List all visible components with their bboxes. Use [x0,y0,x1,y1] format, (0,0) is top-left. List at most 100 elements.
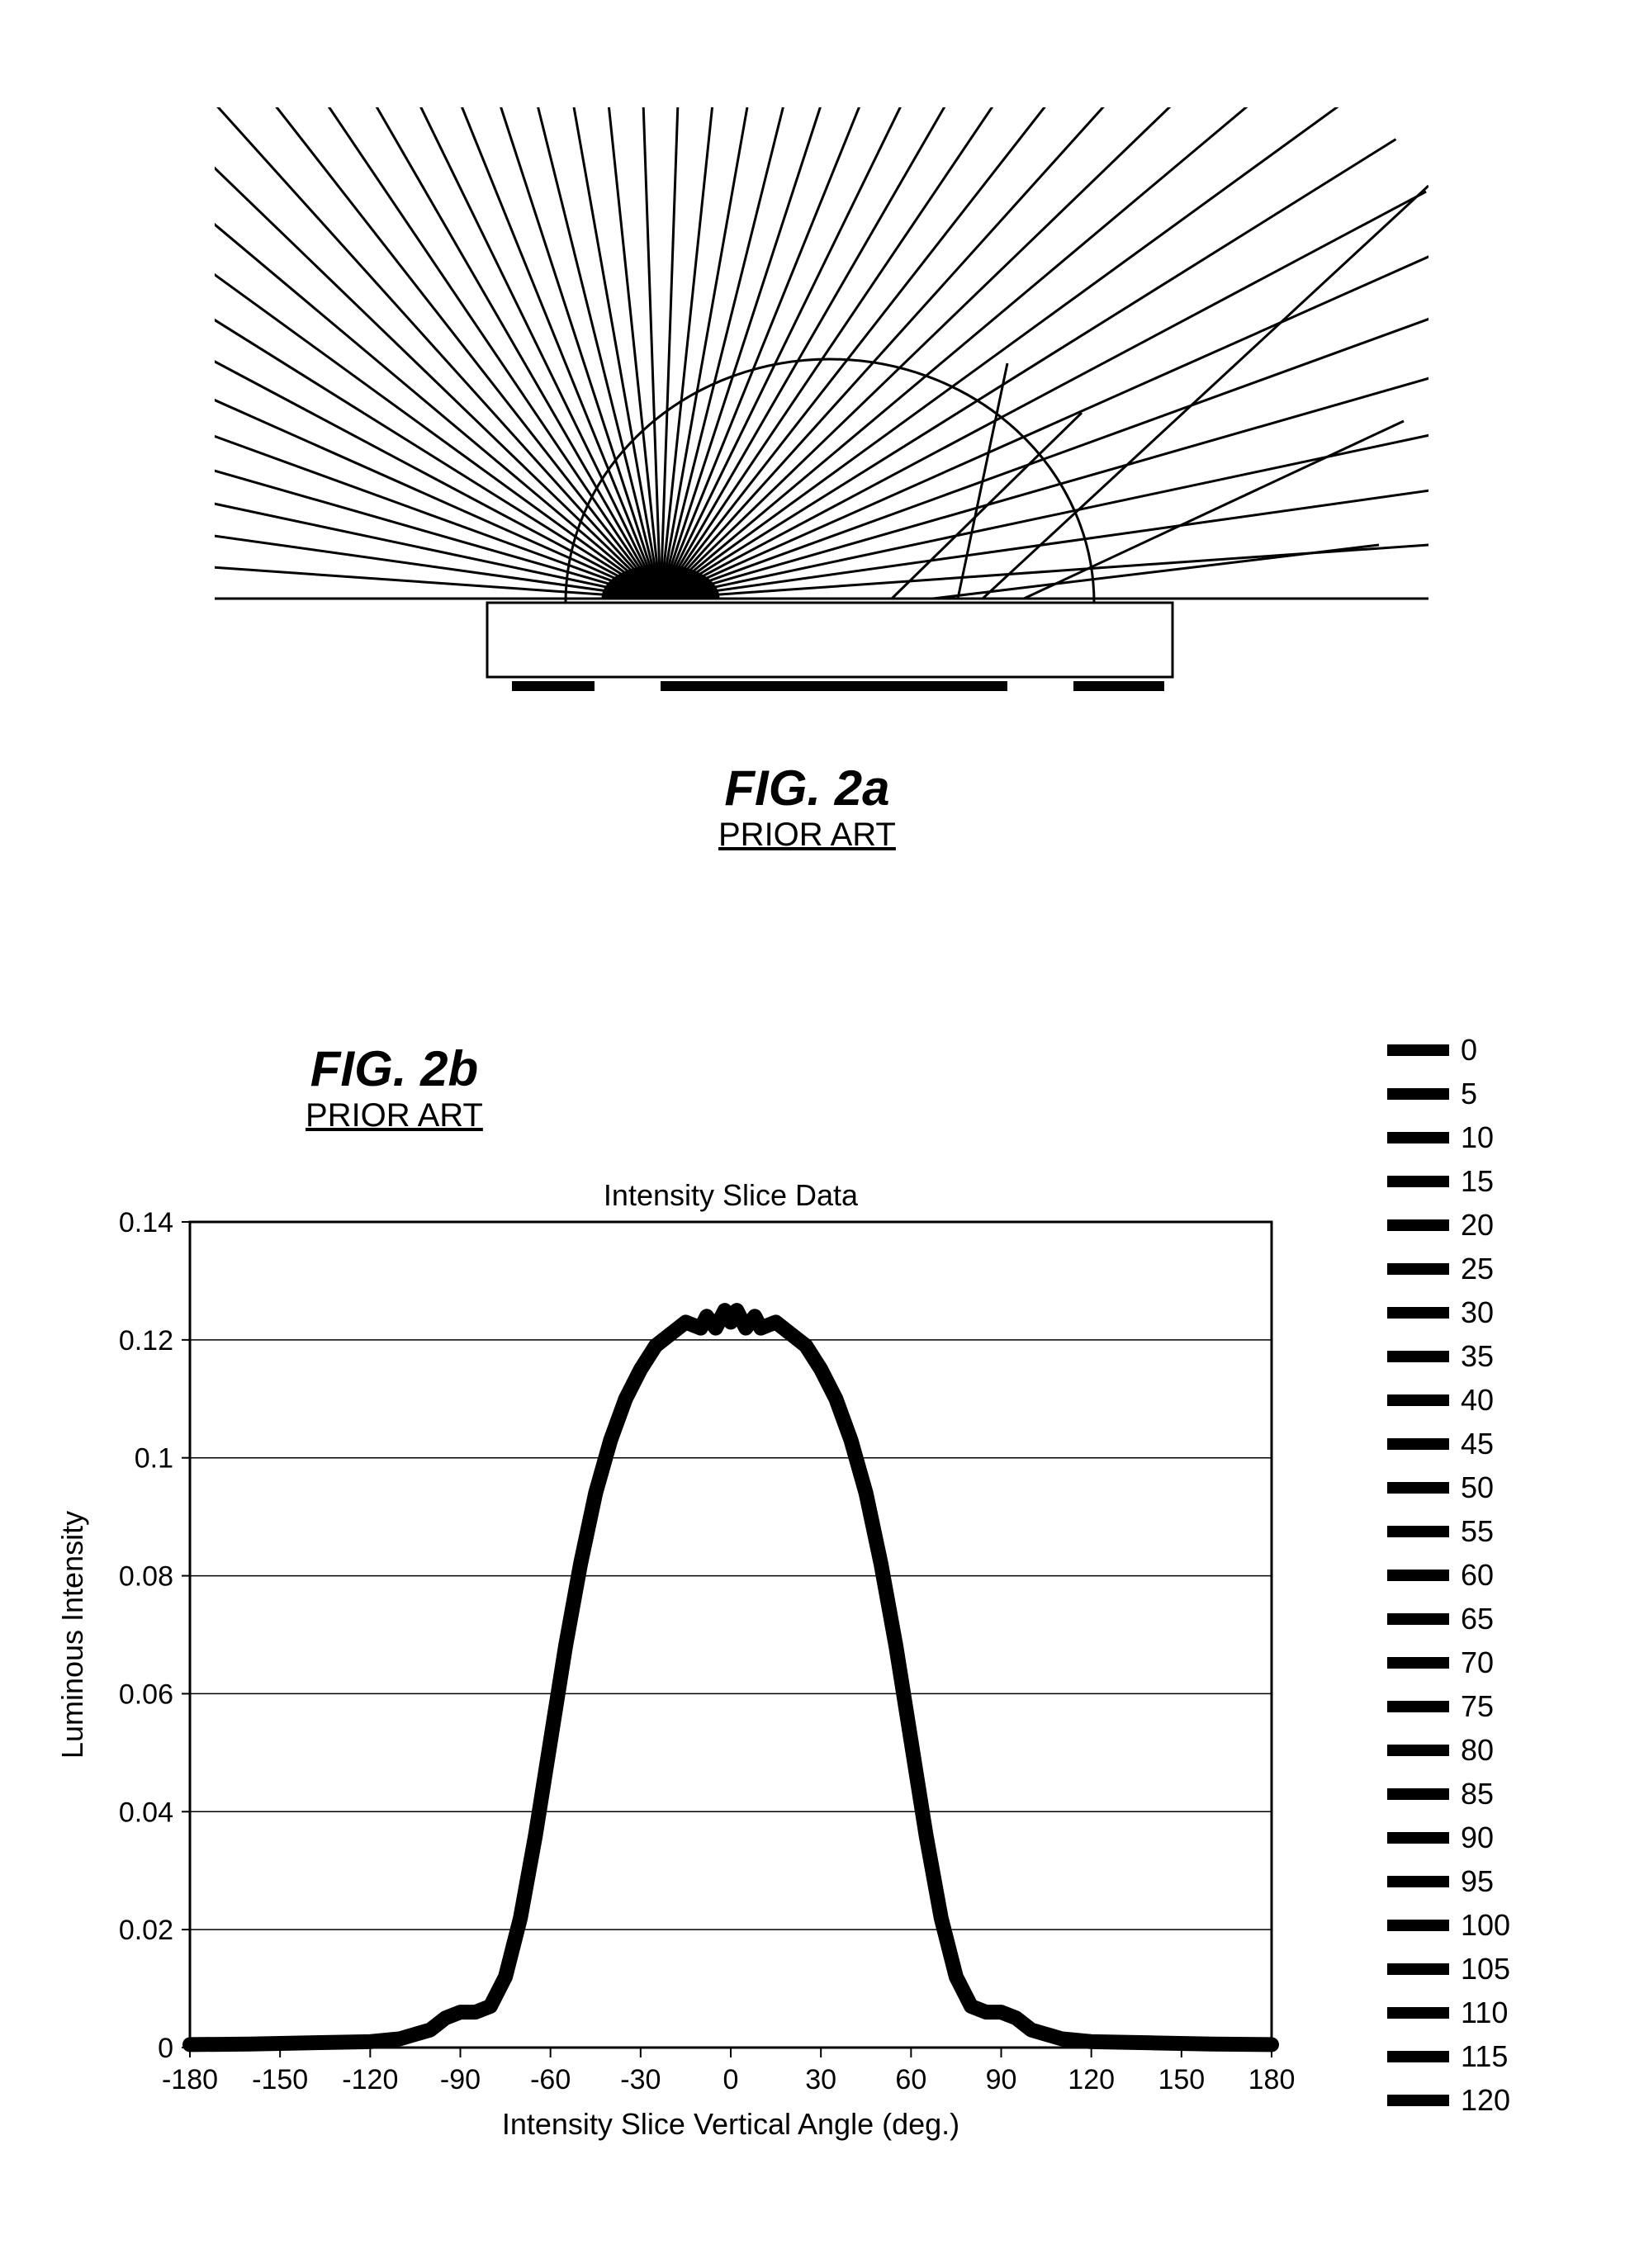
legend-item: 10 [1387,1115,1510,1159]
legend-label: 40 [1461,1383,1494,1418]
legend-label: 80 [1461,1733,1494,1768]
legend-label: 75 [1461,1689,1494,1724]
legend-swatch [1387,1745,1449,1756]
legend-label: 110 [1461,1996,1508,2030]
legend-item: 20 [1387,1203,1510,1247]
legend-item: 5 [1387,1072,1510,1115]
svg-text:90: 90 [986,2064,1017,2095]
svg-text:180: 180 [1248,2064,1296,2095]
svg-text:-30: -30 [620,2064,661,2095]
legend-item: 85 [1387,1772,1510,1816]
chart-legend: 0 5 10 15 20 25 30 35 40 45 50 55 60 65 70 75 80 85 90 95 10… [1387,1028,1510,2122]
legend-swatch [1387,1570,1449,1581]
legend-label: 5 [1461,1077,1477,1111]
legend-swatch [1387,1307,1449,1319]
legend-label: 50 [1461,1470,1494,1505]
legend-item: 75 [1387,1684,1510,1728]
legend-item: 45 [1387,1422,1510,1465]
legend-item: 15 [1387,1159,1510,1203]
legend-label: 90 [1461,1821,1494,1855]
legend-item: 35 [1387,1334,1510,1378]
legend-swatch [1387,1394,1449,1406]
legend-label: 25 [1461,1252,1494,1286]
legend-item: 80 [1387,1728,1510,1772]
legend-swatch [1387,1263,1449,1275]
legend-label: 0 [1461,1033,1477,1068]
legend-swatch [1387,2007,1449,2019]
legend-item: 90 [1387,1816,1510,1859]
svg-text:150: 150 [1158,2064,1205,2095]
svg-text:Intensity Slice Vertical Angle: Intensity Slice Vertical Angle (deg.) [502,2107,959,2141]
legend-label: 115 [1461,2039,1508,2074]
legend-swatch [1387,1963,1449,1975]
legend-swatch [1387,1657,1449,1669]
legend-item: 115 [1387,2034,1510,2078]
legend-swatch [1387,1876,1449,1887]
legend-item: 60 [1387,1553,1510,1597]
svg-text:0.12: 0.12 [119,1325,173,1357]
legend-swatch [1387,2095,1449,2106]
legend-item: 70 [1387,1641,1510,1684]
legend-label: 70 [1461,1645,1494,1680]
legend-item: 100 [1387,1903,1510,1947]
svg-text:-120: -120 [342,2064,398,2095]
legend-item: 30 [1387,1290,1510,1334]
legend-item: 95 [1387,1859,1510,1903]
svg-text:-180: -180 [162,2064,218,2095]
legend-label: 15 [1461,1164,1494,1199]
legend-swatch [1387,1832,1449,1844]
legend-item: 65 [1387,1597,1510,1641]
legend-swatch [1387,1219,1449,1231]
legend-swatch [1387,1482,1449,1494]
svg-text:-150: -150 [252,2064,308,2095]
legend-swatch [1387,1176,1449,1187]
svg-text:0.14: 0.14 [119,1207,173,1238]
legend-label: 65 [1461,1602,1494,1636]
legend-swatch [1387,1788,1449,1800]
legend-item: 40 [1387,1378,1510,1422]
svg-text:60: 60 [895,2064,926,2095]
svg-text:0: 0 [723,2064,739,2095]
svg-text:0.08: 0.08 [119,1561,173,1593]
legend-label: 35 [1461,1339,1494,1374]
legend-item: 55 [1387,1509,1510,1553]
legend-swatch [1387,1701,1449,1712]
svg-text:120: 120 [1068,2064,1115,2095]
legend-swatch [1387,1088,1449,1100]
legend-swatch [1387,1438,1449,1450]
legend-item: 120 [1387,2078,1510,2122]
svg-text:0: 0 [158,2033,173,2064]
legend-swatch [1387,1526,1449,1537]
legend-swatch [1387,1132,1449,1143]
legend-label: 45 [1461,1427,1494,1461]
legend-swatch [1387,1920,1449,1931]
legend-swatch [1387,1613,1449,1625]
legend-label: 85 [1461,1777,1494,1811]
legend-swatch [1387,1351,1449,1362]
legend-item: 110 [1387,1991,1510,2034]
legend-label: 30 [1461,1295,1494,1330]
legend-item: 50 [1387,1465,1510,1509]
legend-label: 95 [1461,1864,1494,1899]
svg-text:0.02: 0.02 [119,1915,173,1946]
svg-text:-90: -90 [440,2064,481,2095]
page-root: FIG. 2a PRIOR ART FIG. 2b PRIOR ART -180… [0,0,1644,2268]
legend-item: 105 [1387,1947,1510,1991]
legend-swatch [1387,1044,1449,1056]
legend-item: 25 [1387,1247,1510,1290]
svg-text:Luminous Intensity: Luminous Intensity [55,1511,89,1759]
legend-label: 10 [1461,1120,1494,1155]
svg-text:0.1: 0.1 [135,1443,173,1475]
svg-text:-60: -60 [530,2064,571,2095]
legend-swatch [1387,2051,1449,2062]
legend-label: 100 [1461,1908,1510,1943]
legend-label: 55 [1461,1514,1494,1549]
legend-label: 105 [1461,1952,1510,1986]
svg-text:0.04: 0.04 [119,1797,173,1828]
legend-item: 0 [1387,1028,1510,1072]
svg-text:Intensity Slice Data: Intensity Slice Data [604,1178,859,1212]
legend-label: 20 [1461,1208,1494,1243]
legend-label: 60 [1461,1558,1494,1593]
svg-text:0.06: 0.06 [119,1679,173,1710]
svg-text:30: 30 [805,2064,836,2095]
